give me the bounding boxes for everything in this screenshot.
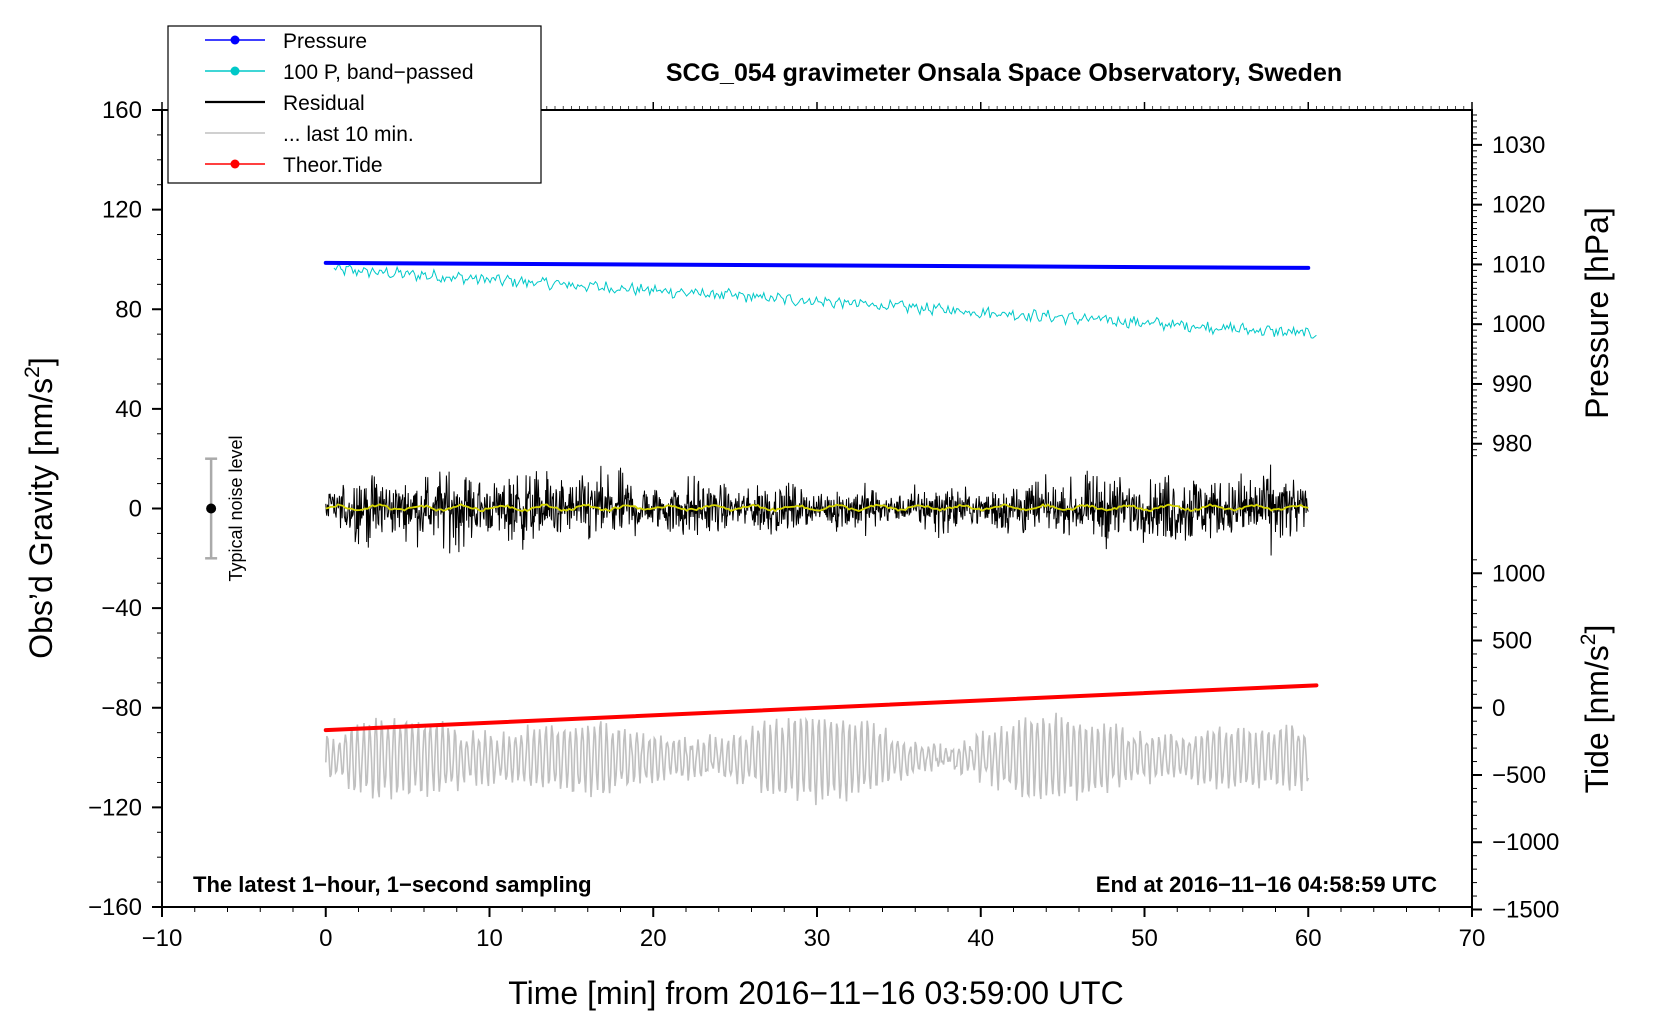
pressure-tick-label: 1030	[1492, 132, 1545, 159]
x-tick-label: 60	[1295, 925, 1322, 952]
pressure-line	[323, 260, 1311, 270]
y-tick-label: −80	[101, 695, 142, 722]
pressure-tick-label: 980	[1492, 431, 1532, 458]
x-tick-label: 30	[804, 925, 831, 952]
band-passed-line	[333, 262, 1317, 339]
x-tick-label: 50	[1131, 925, 1158, 952]
y-axis-title-left: Obs’d Gravity [nm/s2]	[21, 357, 59, 659]
residual-series	[325, 464, 1309, 556]
tide-tick-label: 0	[1492, 695, 1505, 722]
last-10-min-line	[325, 712, 1310, 806]
theoretical-tide-series	[323, 683, 1319, 733]
axis-ticks: −10 0 10 20 30 40 50 60 7016012080400−40−80−120−…	[88, 97, 1559, 952]
legend-box	[167, 25, 542, 184]
tide-tick-label: 500	[1492, 628, 1532, 655]
pressure-tick-label: 1010	[1492, 251, 1545, 278]
y-tick-label: −120	[88, 794, 142, 821]
last-10-min-series	[325, 712, 1310, 806]
legend-marker	[230, 66, 240, 76]
noise-level-label: Typical noise level	[226, 435, 246, 581]
smoothed-residual-line	[325, 503, 1309, 513]
legend-marker	[230, 159, 240, 169]
band-passed-pressure-series	[333, 262, 1317, 339]
tide-tick-label: −500	[1492, 762, 1546, 789]
y-axis-title-pressure: Pressure [hPa]	[1579, 207, 1615, 419]
pressure-tick-label: 1020	[1492, 192, 1545, 219]
smoothed-residual-series	[325, 503, 1309, 513]
y-tick-label: 120	[102, 197, 142, 224]
legend-label: Theor.Tide	[283, 154, 383, 177]
y-tick-label: −40	[101, 595, 142, 622]
legend-label: Residual	[283, 92, 365, 115]
annotation-sampling: The latest 1−hour, 1−second sampling	[193, 872, 592, 897]
y-tick-label: 0	[129, 496, 142, 523]
tide-line	[323, 683, 1319, 733]
noise-dot	[206, 503, 217, 514]
tide-tick-label: 1000	[1492, 560, 1545, 587]
legend-label: ... last 10 min.	[283, 123, 414, 146]
legend: Pressure 100 P, band−passed Residual ... la…	[167, 25, 542, 184]
y-tick-label: 40	[115, 396, 142, 423]
legend-label: Pressure	[283, 30, 367, 53]
x-tick-label: 10	[476, 925, 503, 952]
x-tick-label: 20	[640, 925, 667, 952]
x-tick-label: 0	[319, 925, 332, 952]
tide-tick-label: −1000	[1492, 829, 1559, 856]
y-axis-title-tide: Tide [nm/s2]	[1577, 625, 1615, 794]
y-tick-label: 160	[102, 97, 142, 124]
pressure-tick-label: 1000	[1492, 311, 1545, 338]
noise-level-indicator	[205, 457, 218, 560]
x-axis-title: Time [min] from 2016−11−16 03:59:00 UTC	[508, 975, 1123, 1011]
pressure-tick-label: 990	[1492, 371, 1532, 398]
y-tick-label: −160	[88, 894, 142, 921]
legend-marker	[230, 35, 240, 45]
chart-title: SCG_054 gravimeter Onsala Space Observat…	[666, 59, 1342, 87]
x-tick-label: −10	[142, 925, 183, 952]
pressure-series	[323, 260, 1311, 270]
x-tick-label: 70	[1459, 925, 1486, 952]
y-tick-label: 80	[115, 296, 142, 323]
x-tick-label: 40	[967, 925, 994, 952]
residual-line	[325, 464, 1309, 556]
legend-label: 100 P, band−passed	[283, 61, 474, 84]
annotation-end-time: End at 2016−11−16 04:58:59 UTC	[1096, 872, 1437, 897]
tide-tick-label: −1500	[1492, 896, 1559, 923]
